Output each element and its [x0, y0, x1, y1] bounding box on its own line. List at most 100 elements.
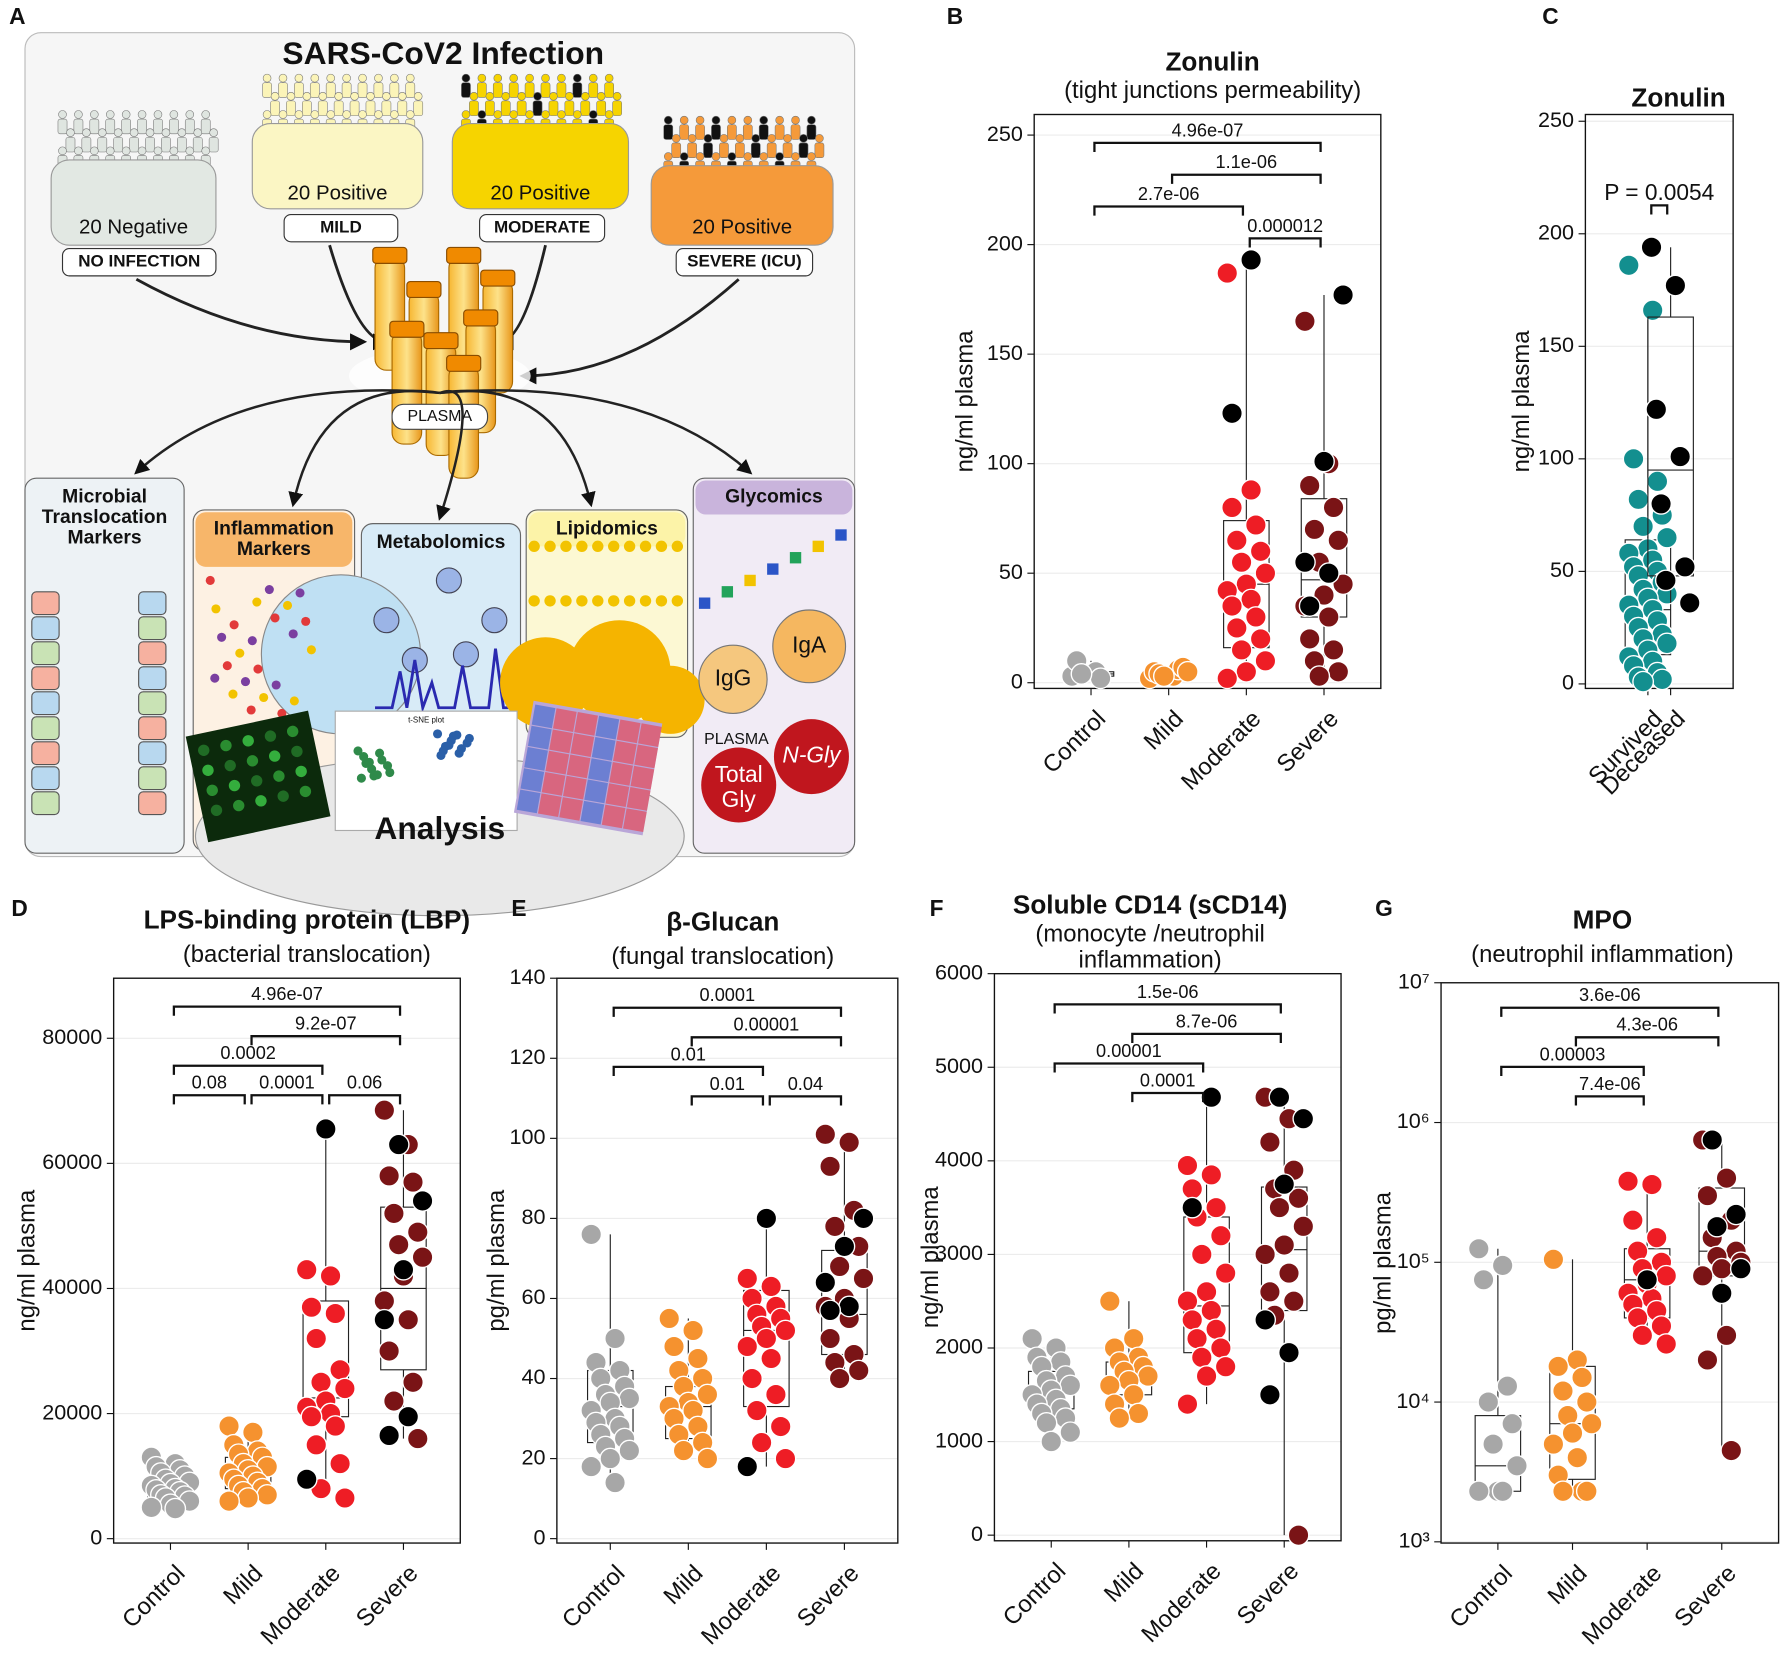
x-tick-label: Moderate [255, 1560, 345, 1650]
person-icon [334, 92, 343, 101]
lipid-head [623, 540, 636, 553]
person-icon [397, 100, 408, 116]
heatmap-dot [242, 735, 254, 747]
data-point [741, 1367, 763, 1390]
data-point [736, 1267, 759, 1290]
data-point [1293, 551, 1316, 574]
heatmap-dot [273, 770, 285, 782]
heatmap-cell [613, 740, 637, 765]
significance-label: 1.1e-06 [1216, 152, 1278, 172]
data-point [218, 1415, 240, 1437]
data-point [1127, 1402, 1150, 1425]
person-icon [767, 134, 776, 143]
person-icon [766, 142, 777, 158]
heatmap-cell [623, 808, 647, 833]
analysis-label: Analysis [374, 810, 505, 846]
data-point [237, 1487, 260, 1509]
significance-label: P = 0.0054 [1604, 179, 1714, 205]
person-icon [477, 73, 487, 83]
glyco-label: N-Gly [782, 742, 842, 768]
person-icon [588, 110, 598, 119]
y-tick-label: 100 [1538, 445, 1574, 470]
y-tick-label: 60 [521, 1284, 545, 1309]
significance-bracket [1053, 1062, 1205, 1073]
heatmap-cell [588, 758, 612, 782]
vesicle [636, 665, 705, 734]
heatmap-dot [202, 764, 214, 776]
data-point [1235, 660, 1258, 683]
significance-bracket [172, 1005, 402, 1016]
y-tick-label: 1000 [935, 1427, 983, 1452]
group-label-box [61, 248, 217, 277]
data-point [1282, 1290, 1305, 1313]
gut-cell [138, 641, 167, 666]
marker-dot [228, 689, 238, 699]
data-point [833, 1235, 856, 1258]
marker-dot [252, 597, 262, 607]
data-point [1268, 1086, 1291, 1109]
data-point [1273, 1234, 1296, 1256]
marker-dot [253, 664, 263, 674]
y-tick-label: 80000 [42, 1024, 102, 1049]
data-point [604, 1471, 626, 1494]
person-icon [509, 73, 518, 83]
gut-cell [31, 791, 60, 816]
chart-title: β-Glucan [666, 907, 779, 937]
chart-title: LPS-binding protein (LBP) [144, 904, 471, 934]
data-point [1287, 1187, 1310, 1210]
marker-dot [264, 584, 274, 595]
data-point [329, 1452, 352, 1475]
glyco-igg [698, 644, 768, 714]
person-icon [365, 100, 376, 116]
significance-label: 0.0001 [259, 1073, 315, 1093]
heatmap-cell [605, 783, 630, 808]
data-point [241, 1421, 264, 1444]
heatmap-dot [210, 804, 223, 816]
person-icon [406, 73, 415, 83]
person-icon [750, 142, 761, 158]
data-point [1467, 1237, 1490, 1260]
person-icon [294, 110, 304, 119]
data-point [1631, 1324, 1654, 1347]
chart-subtitle: (monocyte /neutrophil [1035, 920, 1264, 947]
data-point [1655, 1333, 1678, 1355]
y-tick-label: 40000 [42, 1274, 102, 1299]
data-point [1040, 1430, 1063, 1453]
heatmap-dot [246, 755, 259, 767]
person-icon [184, 118, 195, 135]
lipid-head [576, 595, 588, 607]
person-icon [374, 73, 383, 83]
data-point [1575, 1391, 1598, 1413]
y-axis-label: ng/ml plasma [14, 1189, 41, 1332]
lipid-head [528, 540, 540, 553]
person-icon [325, 82, 336, 98]
data-point [1176, 1290, 1199, 1313]
data-point [305, 1327, 328, 1350]
person-icon [727, 115, 737, 125]
lipid-head [528, 595, 540, 607]
data-point [1059, 1421, 1082, 1444]
tube-cap [423, 332, 459, 350]
person-icon [572, 82, 583, 98]
tsne-dot [353, 746, 363, 756]
person-icon [814, 142, 825, 158]
person-icon [113, 128, 123, 137]
heatmap-cell [552, 708, 577, 732]
data-point [1640, 236, 1663, 259]
data-point [1035, 1411, 1058, 1434]
data-point [604, 1327, 626, 1350]
x-tick-label: Mild [658, 1560, 708, 1610]
person-icon [807, 115, 816, 125]
significance-bracket [612, 1065, 765, 1076]
data-point [1108, 1407, 1131, 1430]
y-tick-label: 150 [1538, 332, 1574, 357]
marker-dot [205, 575, 215, 585]
lipid-head [608, 595, 620, 607]
person-icon [742, 124, 753, 140]
data-point [1216, 262, 1239, 285]
group-label: NO INFECTION [78, 252, 200, 271]
person-icon [492, 82, 503, 98]
person-icon [743, 152, 753, 161]
gut-cell [138, 766, 167, 791]
data-point [852, 1207, 875, 1230]
